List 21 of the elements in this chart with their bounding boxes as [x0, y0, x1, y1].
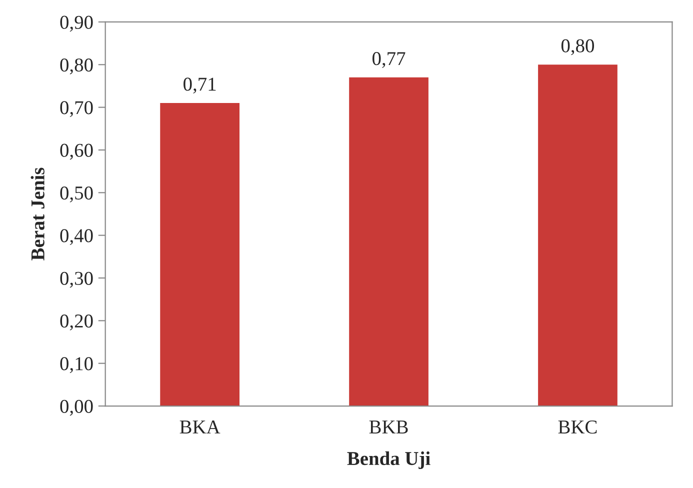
x-tick-label: BKC [558, 420, 597, 434]
y-tick-label: 0,60 [60, 144, 93, 160]
y-tick-label: 0,40 [60, 229, 93, 246]
bar [349, 77, 428, 406]
y-tick-label: 0,10 [60, 357, 93, 374]
y-tick-label: 0,80 [60, 58, 93, 74]
data-label: 0,71 [184, 78, 216, 94]
y-tick-label: 0,70 [60, 101, 93, 118]
data-label: 0,80 [561, 39, 594, 56]
x-tick-label: BKA [180, 420, 220, 434]
x-tick-label: BKB [369, 420, 408, 434]
bar [160, 103, 240, 406]
data-label: 0,77 [372, 52, 406, 68]
x-axis-title: Benda Uji [347, 451, 430, 470]
y-tick-label: 0,90 [60, 16, 93, 32]
bar [538, 64, 618, 406]
y-tick-label: 0,20 [60, 314, 93, 330]
y-tick-label: 0,50 [60, 186, 93, 202]
y-tick-label: 0,30 [60, 272, 93, 288]
y-tick-label: 0,00 [60, 400, 93, 416]
y-axis-title: Berat Jenis [30, 168, 44, 260]
